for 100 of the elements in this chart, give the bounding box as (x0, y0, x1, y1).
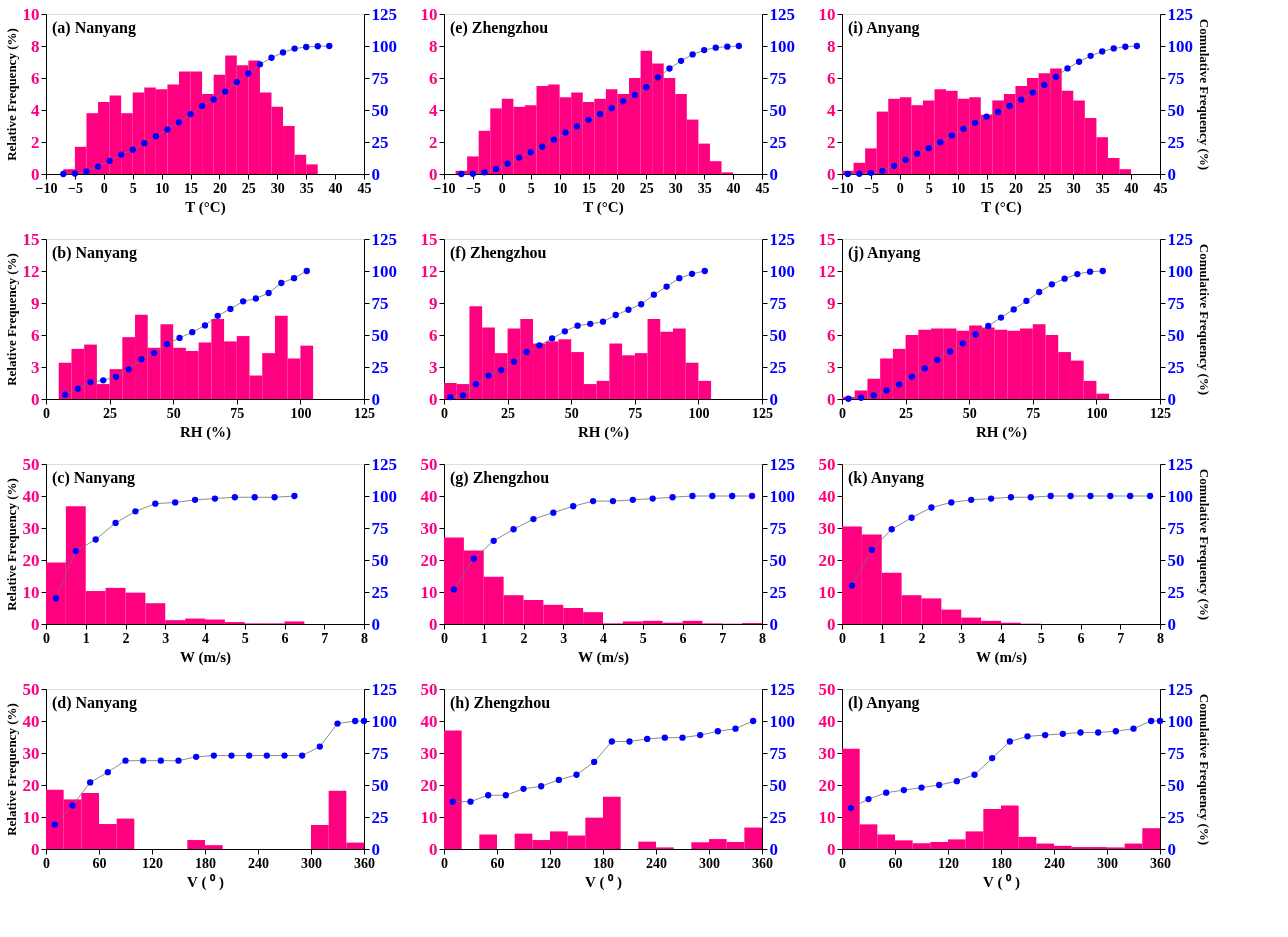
y-tick-label: 50 (420, 454, 438, 474)
x-tick-label: 20 (1008, 180, 1023, 196)
y2-tick-label: 25 (371, 582, 389, 602)
y2-tick-label: 75 (371, 743, 389, 763)
y2-tick-label: 125 (769, 454, 795, 474)
x-tick-label: 125 (1150, 405, 1171, 421)
y-tick-label: 20 (818, 550, 836, 570)
x-tick-label: 3 (560, 630, 568, 646)
y2-tick-label: 50 (1167, 775, 1185, 795)
x-tick-label: −10 (35, 180, 58, 196)
x-axis-title: W (m/s) (180, 648, 231, 666)
x-tick-label: 6 (281, 630, 289, 646)
y2-tick-label: 125 (769, 679, 795, 699)
y-tick-label: 30 (818, 518, 836, 538)
y-tick-label: 6 (827, 325, 836, 345)
x-axis-title: V ( ⁰ ) (983, 872, 1020, 891)
x-tick-label: 15 (184, 180, 199, 196)
y2-tick-label: 125 (1167, 454, 1193, 474)
chart-title: (a) Nanyang (52, 19, 137, 37)
y2-tick-label: 75 (1167, 293, 1185, 313)
y2-axis-title: Comulative Frequency (%) (1197, 693, 1212, 846)
x-tick-label: 10 (951, 180, 966, 196)
x-tick-label: 3 (162, 630, 170, 646)
x-tick-label: 240 (1044, 855, 1065, 871)
y2-tick-label: 100 (769, 261, 795, 281)
x-tick-label: 30 (270, 180, 285, 196)
y2-tick-label: 75 (769, 293, 787, 313)
y2-tick-label: 50 (1167, 325, 1185, 345)
y-tick-label: 6 (31, 68, 40, 88)
y2-tick-label: 50 (769, 325, 787, 345)
x-tick-label: 20 (610, 180, 625, 196)
x-tick-label: 4 (998, 630, 1005, 646)
x-tick-label: −5 (863, 180, 879, 196)
y-tick-label: 10 (22, 4, 40, 24)
x-tick-label: 180 (991, 855, 1012, 871)
y2-tick-label: 25 (769, 132, 787, 152)
chart-title: (l) Anyang (848, 694, 920, 712)
chart-title: (e) Zhengzhou (450, 19, 549, 37)
x-tick-label: 75 (1026, 405, 1041, 421)
x-tick-label: 0 (441, 630, 448, 646)
y2-tick-label: 25 (769, 357, 787, 377)
y2-tick-label: 25 (1167, 357, 1185, 377)
y-tick-label: 20 (420, 550, 438, 570)
x-tick-label: 360 (354, 855, 375, 871)
y-tick-label: 8 (429, 36, 438, 56)
x-tick-label: 7 (1117, 630, 1125, 646)
x-tick-label: 60 (92, 855, 107, 871)
y2-tick-label: 25 (371, 807, 389, 827)
y2-tick-label: 50 (1167, 550, 1185, 570)
y2-tick-label: 100 (1167, 486, 1193, 506)
x-tick-label: 125 (354, 405, 375, 421)
x-tick-label: 35 (697, 180, 712, 196)
x-tick-label: 100 (290, 405, 312, 421)
x-tick-label: 5 (1037, 630, 1045, 646)
x-tick-label: 180 (195, 855, 216, 871)
x-tick-label: 35 (299, 180, 314, 196)
x-tick-label: 0 (43, 855, 50, 871)
x-axis-title: T (°C) (583, 198, 624, 216)
x-tick-label: 180 (593, 855, 614, 871)
y2-tick-label: 100 (371, 36, 397, 56)
y2-tick-label: 50 (769, 550, 787, 570)
y2-tick-label: 75 (371, 518, 389, 538)
y-tick-label: 12 (22, 261, 40, 281)
y2-tick-label: 50 (1167, 100, 1185, 120)
x-tick-label: 25 (241, 180, 256, 196)
x-tick-label: 25 (103, 405, 118, 421)
x-tick-label: 6 (679, 630, 687, 646)
x-axis-title: V ( ⁰ ) (187, 872, 224, 891)
x-tick-label: 30 (668, 180, 683, 196)
x-tick-label: 4 (202, 630, 209, 646)
y2-tick-label: 75 (371, 293, 389, 313)
y-tick-label: 20 (22, 550, 40, 570)
y-tick-label: 3 (31, 357, 40, 377)
x-tick-label: −5 (465, 180, 481, 196)
y-tick-label: 20 (818, 775, 836, 795)
x-tick-label: 10 (155, 180, 170, 196)
y-tick-label: 3 (827, 357, 836, 377)
x-axis-title: W (m/s) (976, 648, 1027, 666)
y-tick-label: 10 (818, 4, 836, 24)
y2-tick-label: 125 (769, 4, 795, 24)
y2-tick-label: 100 (769, 36, 795, 56)
y-axis-title: Relative Frequency (%) (3, 703, 19, 836)
x-axis-title: V ( ⁰ ) (585, 872, 622, 891)
chart-title: (c) Nanyang (52, 469, 136, 487)
chart-title: (b) Nanyang (52, 244, 137, 262)
y-tick-label: 20 (22, 775, 40, 795)
y-tick-label: 10 (420, 4, 438, 24)
y-tick-label: 50 (22, 454, 40, 474)
y-tick-label: 40 (22, 486, 40, 506)
y-tick-label: 10 (22, 582, 40, 602)
x-tick-label: −10 (433, 180, 456, 196)
x-tick-label: 0 (498, 180, 506, 196)
y2-tick-label: 100 (769, 711, 795, 731)
y2-tick-label: 50 (371, 550, 389, 570)
y2-tick-label: 100 (769, 486, 795, 506)
x-tick-label: 5 (925, 180, 933, 196)
x-tick-label: 50 (962, 405, 977, 421)
y-tick-label: 6 (827, 68, 836, 88)
y2-axis-title: Comulative Frequency (%) (1197, 243, 1212, 396)
x-tick-label: 300 (699, 855, 720, 871)
